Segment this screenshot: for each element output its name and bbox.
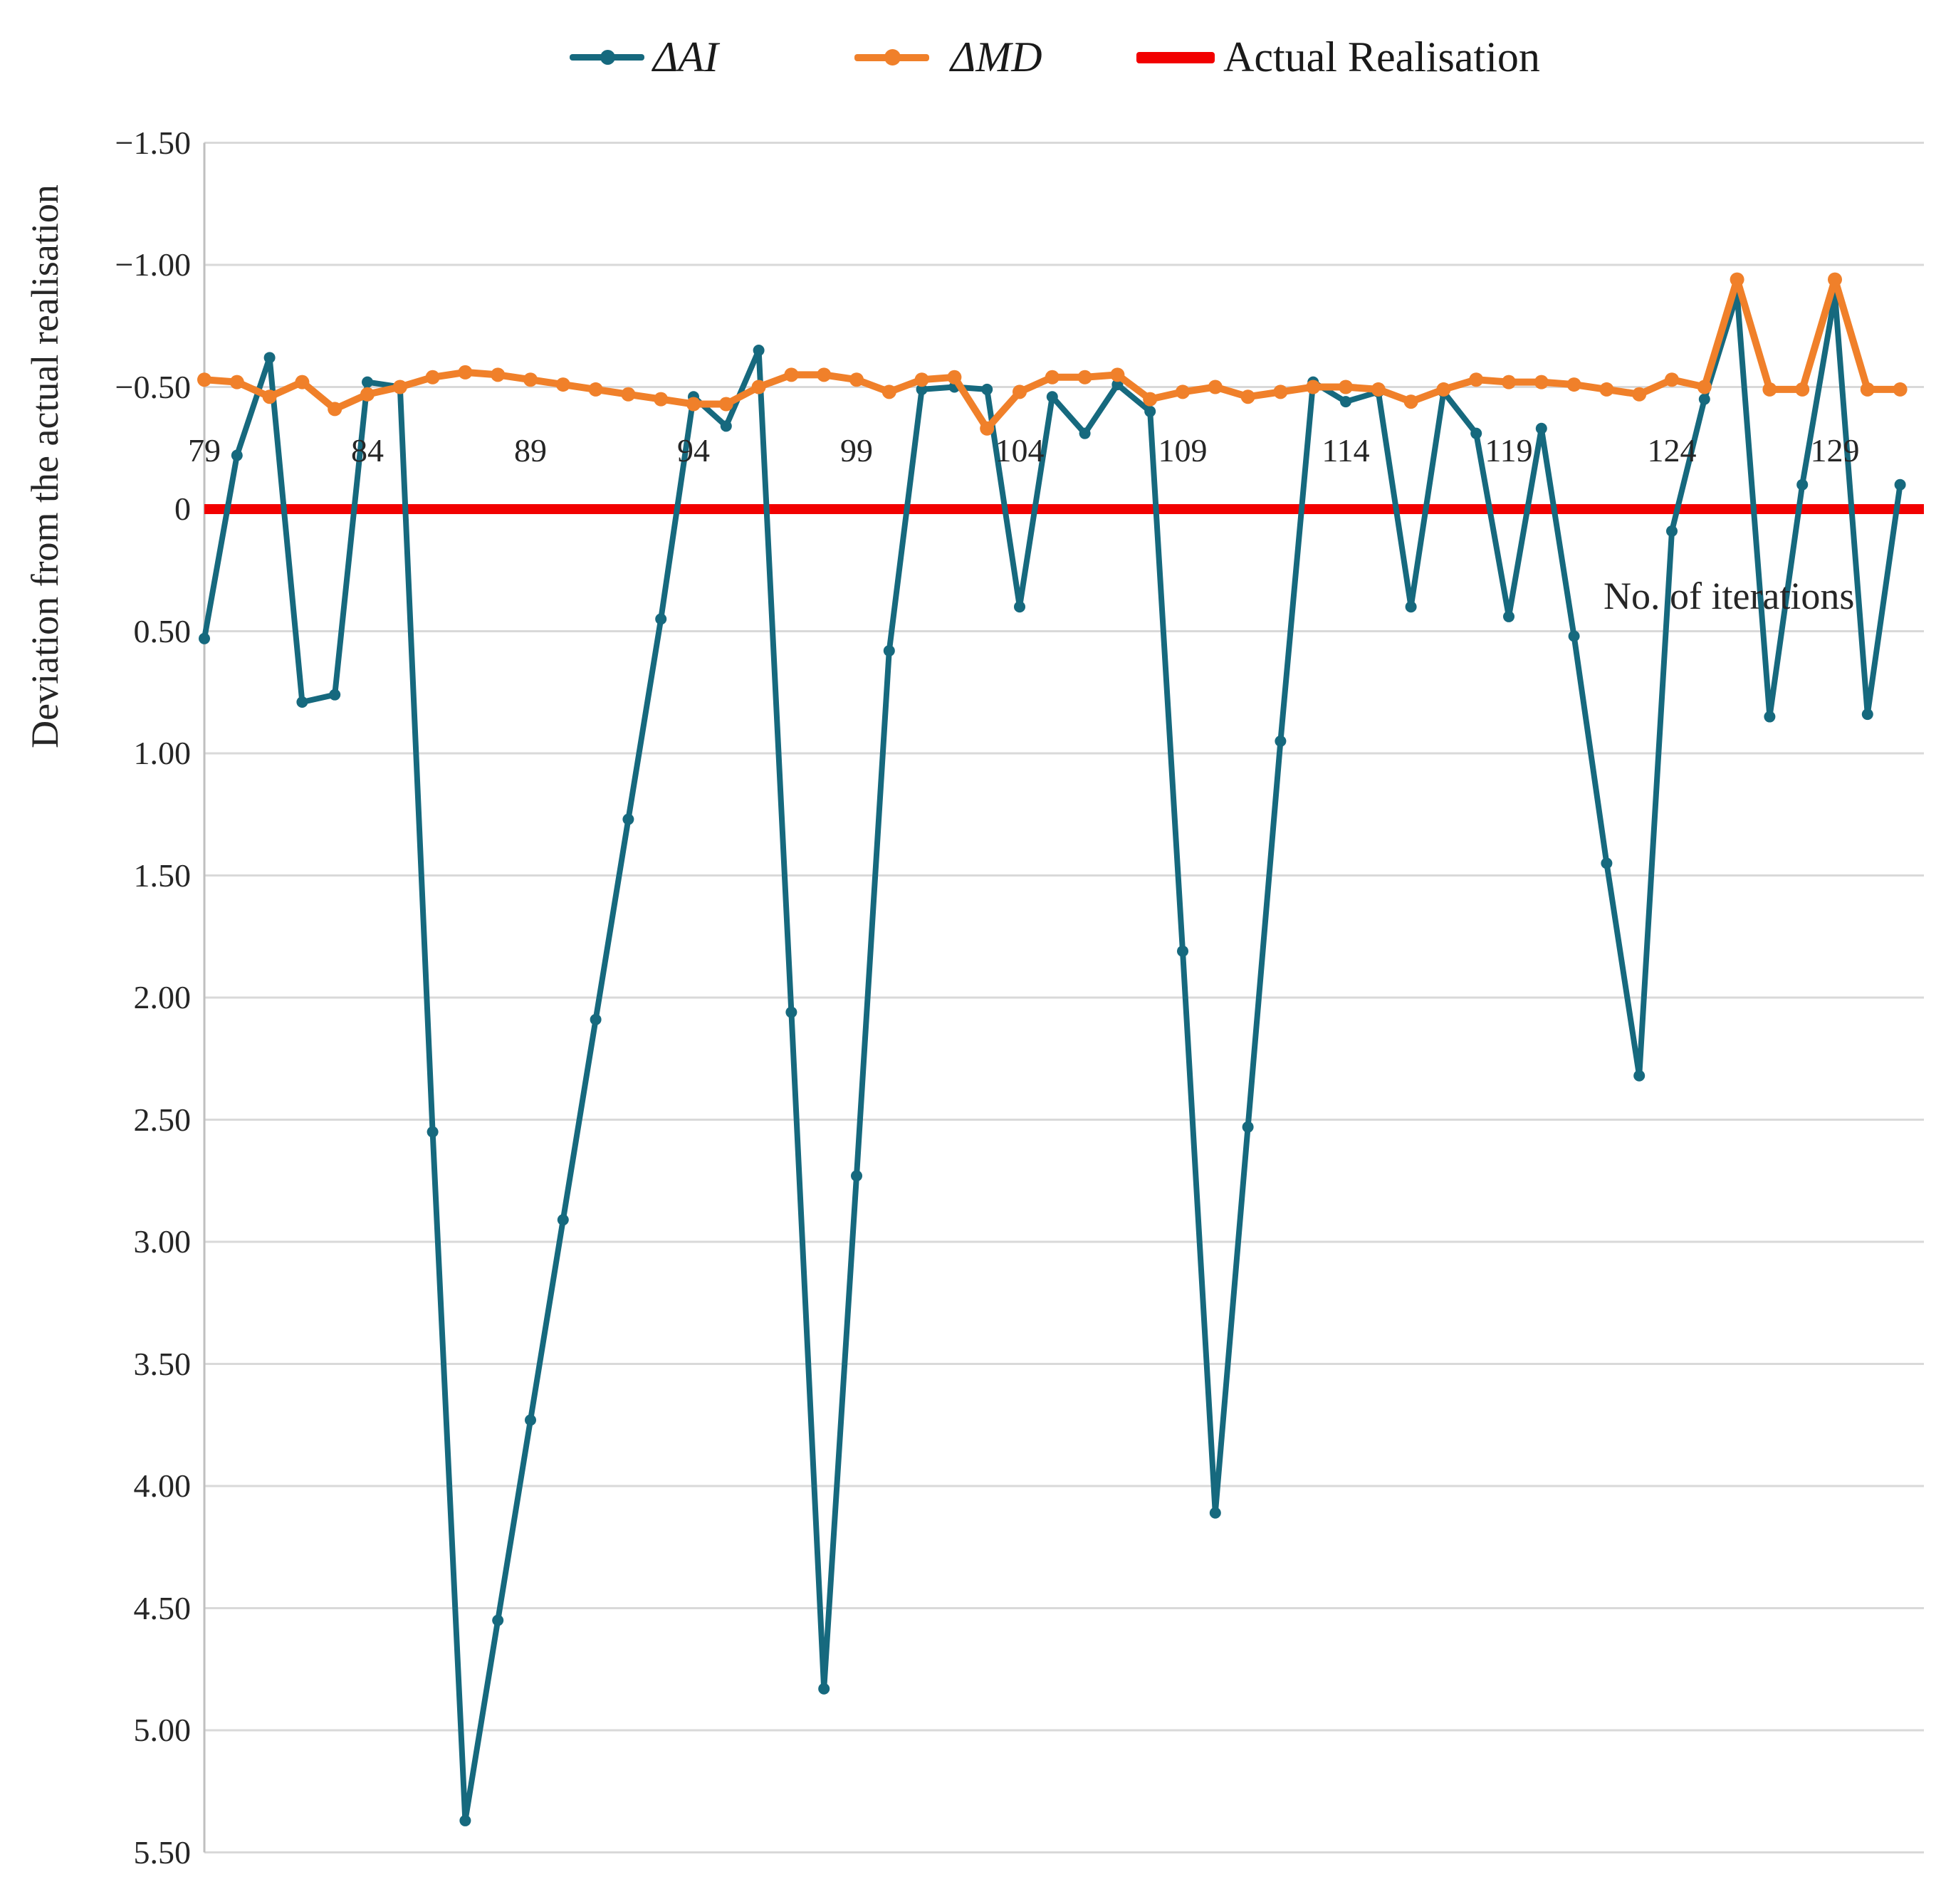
y-tick-label: 5.00 [133,1712,192,1748]
y-tick-label: 2.50 [133,1101,192,1138]
legend-label-ai: ΔAI [653,33,718,80]
x-tick-label: 79 [188,432,221,469]
y-axis-title: Deviation from the actual realisation [23,184,66,748]
x-tick-label: 109 [1158,432,1208,469]
legend-label-actual: Actual Realisation [1223,33,1540,80]
y-tick-label: 3.50 [133,1345,192,1382]
x-tick-label: 119 [1485,432,1533,469]
y-tick-label: 4.50 [133,1589,192,1626]
md-marker-icon [884,49,901,66]
y-tick-label: 0 [174,491,191,527]
chart-legend: ΔAI ΔMD Actual Realisation [0,21,1941,100]
x-tick-label: 94 [677,432,710,469]
x-axis-title: No. of iterations [1603,575,1855,617]
legend-label-md: ΔMD [951,33,1042,80]
y-tick-label: 5.50 [133,1834,192,1871]
x-tick-label: 104 [995,432,1045,469]
x-tick-label: 114 [1322,432,1370,469]
y-tick-label: −1.50 [115,124,191,161]
y-tick-label: 3.00 [133,1223,192,1260]
ai-marker-icon [600,50,615,65]
actual-line-swatch-icon [1136,52,1215,63]
x-tick-label: 89 [514,432,547,469]
y-tick-label: −1.00 [115,246,191,283]
y-tick-label: −0.50 [115,368,191,405]
y-tick-label: 4.00 [133,1468,192,1504]
y-tick-label: 2.00 [133,979,192,1015]
x-tick-label: 84 [351,432,384,469]
x-tick-label: 124 [1647,432,1697,469]
x-tick-label: 99 [840,432,873,469]
y-tick-label: 1.50 [133,857,192,894]
y-tick-label: 0.50 [133,612,192,649]
y-tick-label: 1.00 [133,735,192,771]
x-tick-label: 129 [1810,432,1860,469]
